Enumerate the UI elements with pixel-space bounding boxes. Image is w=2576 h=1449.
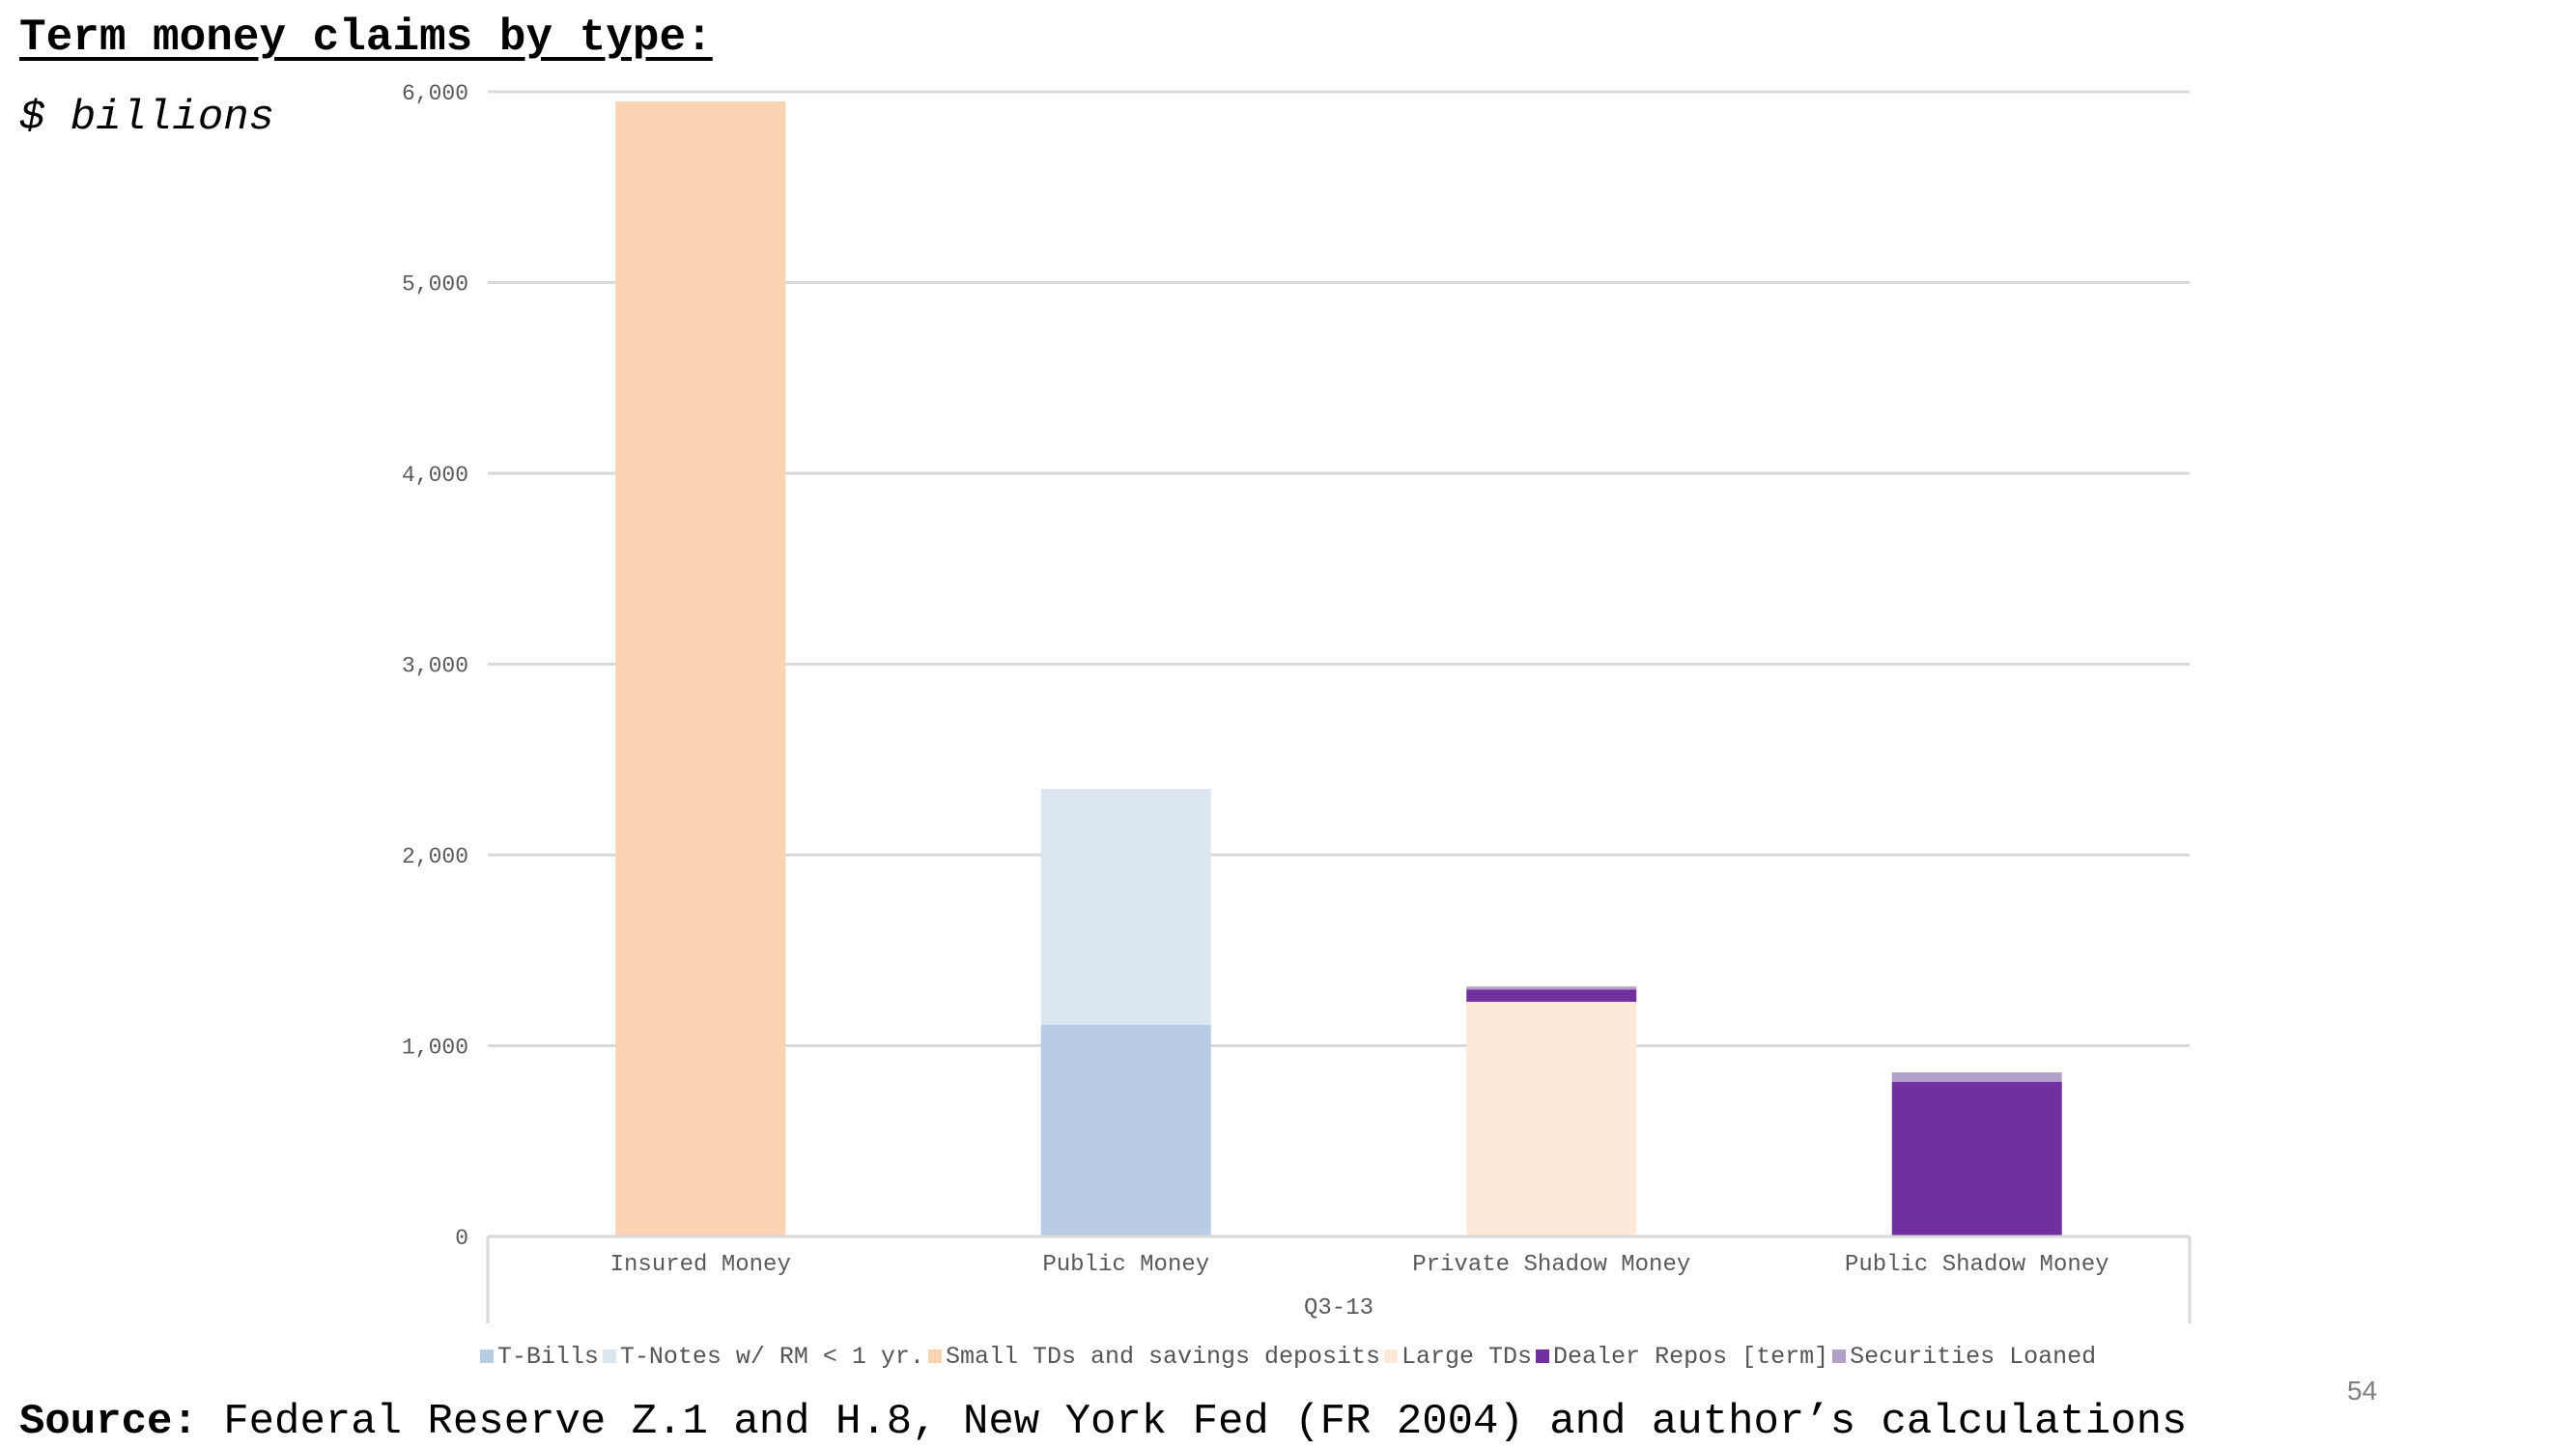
legend-label: Securities Loaned xyxy=(1850,1342,2097,1371)
y-tick-label: 6,000 xyxy=(402,81,468,106)
category-label: Public Shadow Money xyxy=(1845,1252,2109,1278)
legend-label: T-Notes w/ RM < 1 yr. xyxy=(619,1342,924,1371)
bar-segment xyxy=(1040,1024,1211,1236)
legend-swatch xyxy=(1832,1350,1847,1363)
bar-segment xyxy=(1891,1072,2062,1083)
bar-segment xyxy=(1466,1002,1637,1236)
bar-segment xyxy=(615,100,786,1236)
category-label: Insured Money xyxy=(610,1252,791,1278)
y-tick-label: 4,000 xyxy=(402,463,468,488)
bars xyxy=(615,100,2062,1236)
legend-label: T-Bills xyxy=(496,1342,599,1371)
y-tick-label: 3,000 xyxy=(402,654,468,679)
legend-swatch xyxy=(602,1350,616,1363)
category-label: Public Money xyxy=(1042,1252,1209,1278)
bar-segment xyxy=(1891,1082,2062,1236)
legend-item: T-Notes w/ RM < 1 yr. xyxy=(602,1342,924,1371)
source-text: Federal Reserve Z.1 and H.8, New York Fe… xyxy=(197,1398,2188,1446)
legend-label: Large TDs xyxy=(1401,1342,1533,1371)
legend-item: Dealer Repos [term] xyxy=(1536,1343,1828,1371)
page-number: 54 xyxy=(2347,1376,2378,1406)
legend-item: Small TDs and savings deposits xyxy=(927,1342,1381,1371)
bar-segment xyxy=(1466,989,1637,1003)
legend-label: Dealer Repos [term] xyxy=(1553,1342,1829,1371)
source-line: Source: Federal Reserve Z.1 and H.8, New… xyxy=(19,1397,2187,1447)
legend-swatch xyxy=(1384,1350,1399,1363)
x-group-label: Q3-13 xyxy=(1304,1295,1373,1321)
bar-segment xyxy=(1466,986,1637,990)
legend-swatch xyxy=(1536,1350,1550,1363)
legend-item: T-Bills xyxy=(479,1342,599,1371)
legend-item: Large TDs xyxy=(1384,1343,1532,1371)
y-tick-label: 2,000 xyxy=(402,844,468,869)
legend-item: Securities Loaned xyxy=(1832,1343,2096,1371)
axes: 0 1,000 2,000 3,000 4,000 5,000 6,000 Insured M… xyxy=(402,81,2192,1323)
y-tick-label: 5,000 xyxy=(402,272,468,298)
legend-swatch xyxy=(927,1350,942,1363)
bar-segment xyxy=(1040,788,1211,1025)
slide-subtitle: $ billions xyxy=(19,94,275,142)
legend-label: Small TDs and savings deposits xyxy=(945,1342,1381,1371)
category-label: Private Shadow Money xyxy=(1412,1252,1690,1278)
y-tick-label: 0 xyxy=(455,1226,468,1251)
source-label: Source: xyxy=(19,1398,198,1446)
y-tick-label: 1,000 xyxy=(402,1036,468,1061)
chart-legend: T-Bills T-Notes w/ RM < 1 yr. Small TDs an… xyxy=(0,1337,2576,1376)
legend-swatch xyxy=(479,1350,494,1363)
slide-title: Term money claims by type: xyxy=(19,13,713,63)
